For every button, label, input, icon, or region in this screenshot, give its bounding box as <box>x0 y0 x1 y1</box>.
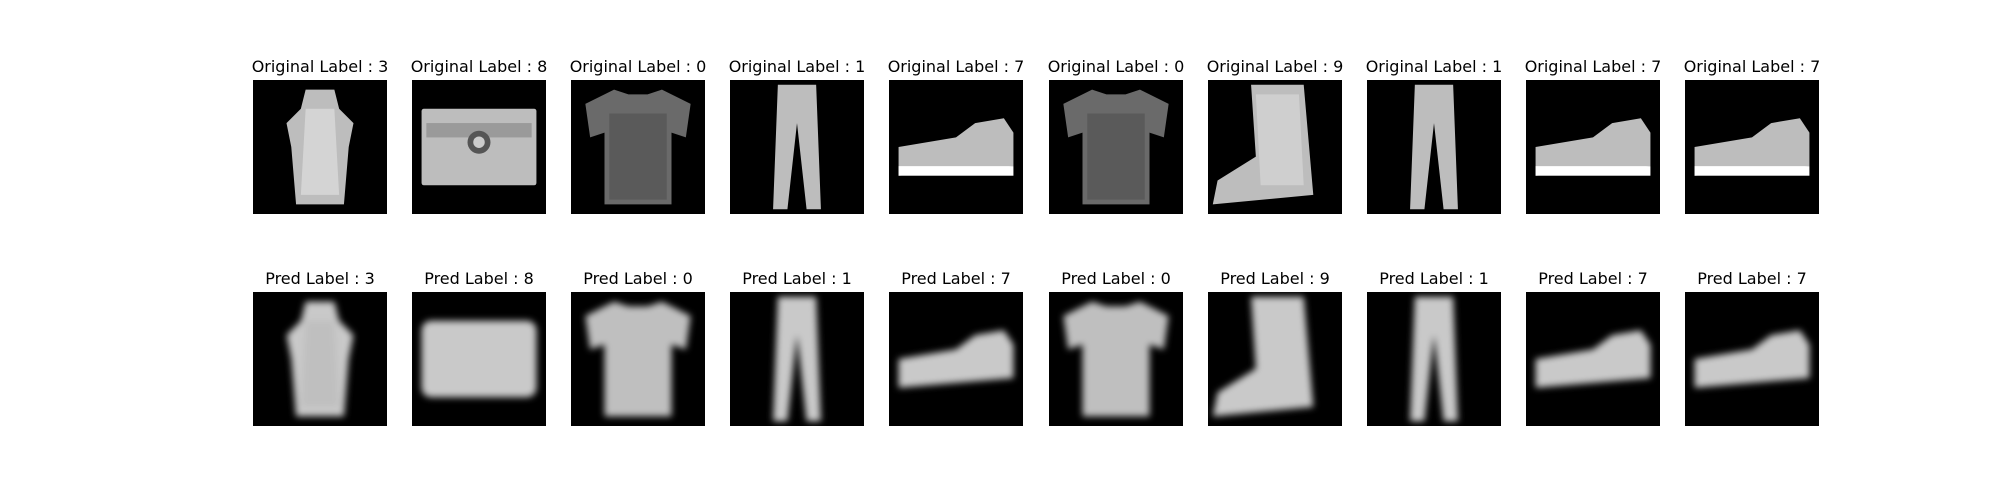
predicted-image <box>1526 292 1660 426</box>
tshirt-image-shape <box>1063 89 1169 205</box>
tshirt-image-shape <box>1063 301 1169 417</box>
original-label-title: Original Label : 9 <box>1206 57 1344 76</box>
original-image <box>253 80 387 214</box>
sneaker-image-shape <box>1694 330 1810 388</box>
original-label-title: Original Label : 7 <box>1524 57 1662 76</box>
tshirt-image-shape <box>585 89 691 205</box>
tshirt-image-shape <box>585 301 691 417</box>
original-label-title: Original Label : 1 <box>1365 57 1503 76</box>
boot-image-shape <box>1212 296 1314 417</box>
original-label-title: Original Label : 7 <box>887 57 1025 76</box>
dress-image-shape <box>286 301 354 417</box>
predicted-image <box>412 292 546 426</box>
predicted-label-title: Pred Label : 3 <box>265 269 375 288</box>
predicted-image <box>571 292 705 426</box>
trouser-image-shape <box>1410 296 1458 422</box>
dress-image-shape <box>286 89 354 205</box>
predicted-label-title: Pred Label : 7 <box>1538 269 1648 288</box>
original-label-title: Original Label : 3 <box>251 57 389 76</box>
boot-image-shape <box>1212 84 1314 205</box>
trouser-image-shape <box>773 296 821 422</box>
original-label-title: Original Label : 0 <box>569 57 707 76</box>
sneaker-image-shape <box>898 330 1014 388</box>
sneaker-image-shape <box>898 118 1014 176</box>
bag-image-shape <box>421 108 537 186</box>
bag-image-shape <box>421 320 537 398</box>
original-image <box>1049 80 1183 214</box>
original-image <box>1526 80 1660 214</box>
sneaker-image-shape <box>1535 330 1651 388</box>
predicted-image <box>1367 292 1501 426</box>
predicted-label-title: Pred Label : 9 <box>1220 269 1330 288</box>
original-label-title: Original Label : 0 <box>1047 57 1185 76</box>
trouser-image-shape <box>1410 84 1458 210</box>
predicted-label-title: Pred Label : 7 <box>901 269 1011 288</box>
sneaker-image-shape <box>1535 118 1651 176</box>
original-label-title: Original Label : 8 <box>410 57 548 76</box>
predicted-label-title: Pred Label : 8 <box>424 269 534 288</box>
original-image <box>1367 80 1501 214</box>
original-image <box>730 80 864 214</box>
predicted-image <box>889 292 1023 426</box>
original-image <box>412 80 546 214</box>
original-image <box>1685 80 1819 214</box>
predicted-image <box>1208 292 1342 426</box>
original-label-title: Original Label : 1 <box>728 57 866 76</box>
predicted-label-title: Pred Label : 0 <box>1061 269 1171 288</box>
sneaker-image-shape <box>1694 118 1810 176</box>
predicted-image <box>1049 292 1183 426</box>
predicted-image <box>253 292 387 426</box>
predicted-label-title: Pred Label : 1 <box>742 269 852 288</box>
predicted-label-title: Pred Label : 1 <box>1379 269 1489 288</box>
predicted-label-title: Pred Label : 0 <box>583 269 693 288</box>
predicted-image <box>1685 292 1819 426</box>
original-image <box>1208 80 1342 214</box>
predicted-label-title: Pred Label : 7 <box>1697 269 1807 288</box>
original-image <box>889 80 1023 214</box>
original-image <box>571 80 705 214</box>
predicted-image <box>730 292 864 426</box>
trouser-image-shape <box>773 84 821 210</box>
original-label-title: Original Label : 7 <box>1683 57 1821 76</box>
